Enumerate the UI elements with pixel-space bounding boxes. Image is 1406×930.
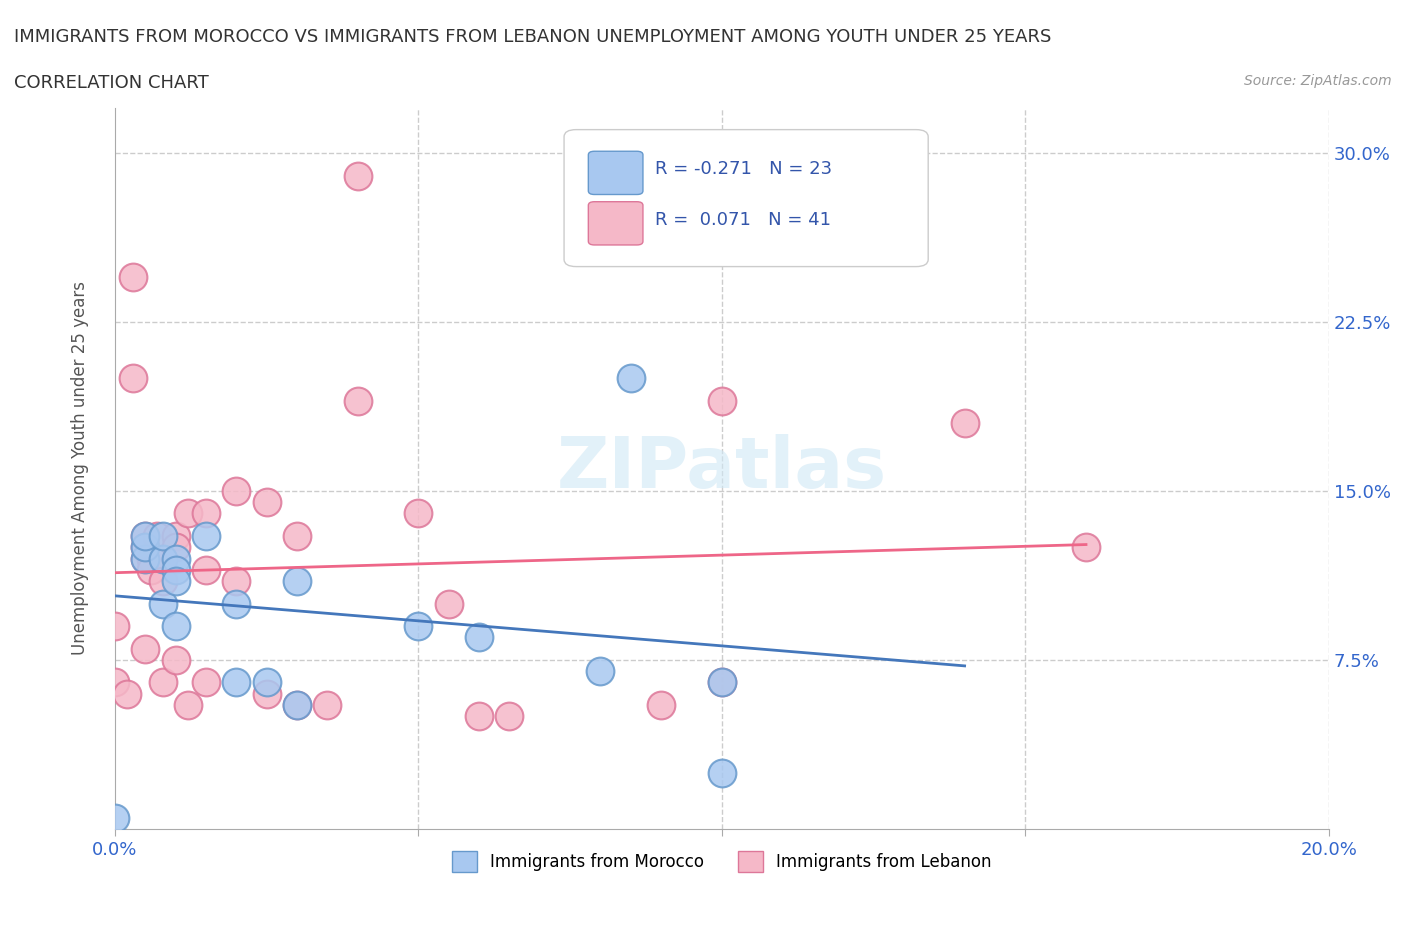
Immigrants from Lebanon [710,393,733,408]
Text: Source: ZipAtlas.com: Source: ZipAtlas.com [1244,74,1392,88]
Immigrants from Lebanon [194,563,217,578]
Immigrants from Lebanon [134,539,156,554]
Immigrants from Lebanon [177,698,200,712]
Immigrants from Lebanon [165,528,187,543]
Immigrants from Lebanon [194,506,217,521]
Immigrants from Lebanon [165,653,187,668]
Immigrants from Morocco [152,528,174,543]
Legend: Immigrants from Morocco, Immigrants from Lebanon: Immigrants from Morocco, Immigrants from… [446,844,998,878]
Immigrants from Lebanon [468,709,491,724]
Immigrants from Lebanon [225,484,247,498]
Immigrants from Morocco [165,563,187,578]
Immigrants from Morocco [225,596,247,611]
Immigrants from Lebanon [194,675,217,690]
Immigrants from Morocco [165,618,187,633]
Immigrants from Lebanon [710,675,733,690]
Immigrants from Lebanon [346,168,368,183]
Immigrants from Morocco [165,551,187,566]
FancyBboxPatch shape [564,129,928,267]
Immigrants from Lebanon [141,563,163,578]
Immigrants from Morocco [285,574,308,589]
FancyBboxPatch shape [588,202,643,245]
Immigrants from Lebanon [953,416,976,431]
Immigrants from Morocco [710,765,733,780]
Immigrants from Lebanon [225,574,247,589]
Immigrants from Lebanon [285,698,308,712]
Immigrants from Lebanon [122,270,145,285]
Immigrants from Lebanon [177,506,200,521]
Immigrants from Lebanon [165,539,187,554]
Immigrants from Morocco [194,528,217,543]
Text: R = -0.271   N = 23: R = -0.271 N = 23 [655,160,832,179]
FancyBboxPatch shape [588,152,643,194]
Immigrants from Morocco [134,551,156,566]
Immigrants from Lebanon [285,528,308,543]
Text: CORRELATION CHART: CORRELATION CHART [14,74,209,92]
Immigrants from Morocco [620,371,643,386]
Text: IMMIGRANTS FROM MOROCCO VS IMMIGRANTS FROM LEBANON UNEMPLOYMENT AMONG YOUTH UNDE: IMMIGRANTS FROM MOROCCO VS IMMIGRANTS FR… [14,28,1052,46]
Immigrants from Lebanon [152,551,174,566]
Immigrants from Morocco [134,539,156,554]
Immigrants from Lebanon [1074,539,1097,554]
Y-axis label: Unemployment Among Youth under 25 years: Unemployment Among Youth under 25 years [72,282,89,656]
Text: ZIPatlas: ZIPatlas [557,434,887,503]
Immigrants from Morocco [225,675,247,690]
Immigrants from Lebanon [134,528,156,543]
Immigrants from Morocco [589,664,612,679]
Text: R =  0.071   N = 41: R = 0.071 N = 41 [655,211,831,229]
Immigrants from Morocco [408,618,430,633]
Immigrants from Lebanon [152,675,174,690]
Immigrants from Lebanon [141,551,163,566]
Immigrants from Lebanon [256,686,278,701]
Immigrants from Lebanon [650,698,672,712]
Immigrants from Morocco [165,574,187,589]
Immigrants from Lebanon [408,506,430,521]
Immigrants from Lebanon [152,574,174,589]
Immigrants from Lebanon [498,709,520,724]
Immigrants from Lebanon [104,618,127,633]
Immigrants from Morocco [285,698,308,712]
Immigrants from Lebanon [346,393,368,408]
Immigrants from Lebanon [115,686,138,701]
Immigrants from Morocco [104,810,127,825]
Immigrants from Morocco [710,675,733,690]
Immigrants from Morocco [256,675,278,690]
Immigrants from Lebanon [437,596,460,611]
Immigrants from Lebanon [146,528,169,543]
Immigrants from Lebanon [104,675,127,690]
Immigrants from Lebanon [316,698,339,712]
Immigrants from Morocco [152,596,174,611]
Immigrants from Lebanon [134,641,156,656]
Immigrants from Morocco [152,551,174,566]
Immigrants from Morocco [468,630,491,644]
Immigrants from Morocco [134,528,156,543]
Immigrants from Lebanon [256,495,278,510]
Immigrants from Lebanon [122,371,145,386]
Immigrants from Lebanon [134,551,156,566]
